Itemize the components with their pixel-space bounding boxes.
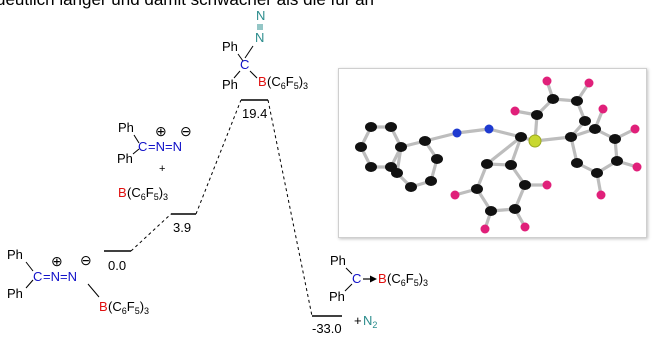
crystal-structure-image xyxy=(338,68,647,238)
phenyl-label: Ph xyxy=(118,120,134,135)
bond-line xyxy=(132,148,140,155)
reaction-path-connectors xyxy=(130,99,313,317)
bond-line xyxy=(133,134,140,144)
diazo-group: =N=N xyxy=(43,269,77,284)
bond-line xyxy=(233,70,241,79)
structure-adduct: N N Ph C Ph B (C6F5)3 xyxy=(222,8,308,92)
svg-text:(C6F5)3: (C6F5)3 xyxy=(127,185,168,202)
bond-line xyxy=(25,279,34,289)
plus-charge-icon: ⊕ xyxy=(155,123,167,139)
energy-value-product: -33.0 xyxy=(312,321,342,336)
phenyl-label: Ph xyxy=(222,77,238,92)
energy-value-adduct: 19.4 xyxy=(242,106,267,121)
bond-line xyxy=(25,261,34,272)
connector-adduct-product xyxy=(267,99,313,317)
connector-separated-adduct xyxy=(195,99,242,215)
phenyl-label: Ph xyxy=(222,39,238,54)
boron-atom xyxy=(528,134,542,148)
phenyl-label: Ph xyxy=(330,253,346,268)
carbon-atom: C xyxy=(138,139,147,154)
phenyl-label: Ph xyxy=(7,286,23,301)
minus-charge-icon: ⊖ xyxy=(80,252,92,268)
phenyl-label: Ph xyxy=(7,247,23,262)
boron-atom: B xyxy=(118,185,127,200)
header-text-fragment: deutlich länger und damit schwächer als … xyxy=(0,0,374,9)
plus-sign: + xyxy=(354,313,362,328)
svg-text:(C6F5)3: (C6F5)3 xyxy=(108,299,149,316)
carbon-atom: C xyxy=(33,269,42,284)
svg-text:(C6F5)3: (C6F5)3 xyxy=(387,271,428,288)
svg-text:N2: N2 xyxy=(363,313,377,330)
energy-value-separated: 3.9 xyxy=(173,220,191,235)
diazo-group: =N=N xyxy=(148,139,182,154)
phenyl-label: Ph xyxy=(117,151,133,166)
phenyl-label: Ph xyxy=(329,289,345,304)
boron-atom: B xyxy=(258,74,267,89)
nitrogen-atom: N xyxy=(255,30,264,45)
connector-start-separated xyxy=(130,213,172,252)
plus-charge-icon: ⊕ xyxy=(51,253,63,269)
carbon-atom: C xyxy=(352,271,361,286)
bond-line xyxy=(344,283,353,292)
structure-separated: Ph Ph C =N=N ⊕ ⊖ + B (C6F5)3 xyxy=(117,120,192,202)
minus-charge-icon: ⊖ xyxy=(180,123,192,139)
fluorine-atoms xyxy=(450,76,642,234)
bond-line xyxy=(237,53,244,62)
bond-line xyxy=(87,283,100,298)
energy-value-start: 0.0 xyxy=(108,258,126,273)
plus-sign: + xyxy=(159,163,165,175)
arrowhead-icon xyxy=(370,275,377,283)
svg-text:(C6F5)3: (C6F5)3 xyxy=(267,74,308,91)
carbon-atoms xyxy=(355,94,623,216)
boron-atom: B xyxy=(99,299,108,314)
ball-and-stick-model xyxy=(355,76,642,234)
bond-line xyxy=(244,45,254,59)
boron-atom: B xyxy=(378,271,387,286)
nitrogen-atoms xyxy=(452,124,494,138)
bond-line xyxy=(249,70,258,79)
bond-line xyxy=(345,267,353,275)
structure-product: Ph C Ph B (C6F5)3 + N2 xyxy=(329,253,428,330)
carbon-atom: C xyxy=(240,57,249,72)
energy-levels xyxy=(104,99,342,317)
structure-start: Ph Ph C =N=N ⊕ ⊖ B (C6F5)3 xyxy=(7,247,149,316)
nitrogen-atom: N xyxy=(256,8,265,23)
